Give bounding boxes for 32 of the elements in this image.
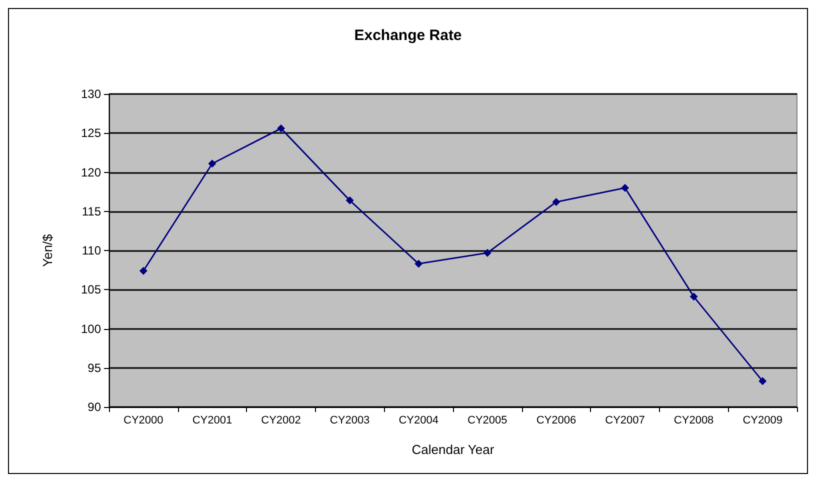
x-tick-label: CY2000 bbox=[124, 414, 164, 426]
y-tick-label: 115 bbox=[82, 204, 102, 218]
point bbox=[139, 266, 148, 275]
x-axis-title: Calendar Year bbox=[412, 442, 495, 457]
y-tick-label: 105 bbox=[80, 282, 102, 297]
x-tick-label: CY2007 bbox=[605, 414, 645, 426]
y-tick-label: 95 bbox=[88, 360, 102, 375]
point bbox=[621, 184, 629, 192]
x-tick-label: CY2003 bbox=[330, 414, 370, 426]
x-tick-label: CY2009 bbox=[742, 414, 782, 426]
x-tick-label: CY2008 bbox=[674, 414, 714, 426]
point bbox=[552, 198, 560, 206]
point bbox=[414, 260, 423, 268]
y-tick-label: 130 bbox=[80, 87, 102, 101]
x-tick-label: CY2002 bbox=[261, 414, 301, 426]
x-tick-label: CY2006 bbox=[536, 414, 576, 426]
point bbox=[690, 292, 698, 301]
point bbox=[483, 248, 492, 257]
y-tick-label: 110 bbox=[82, 244, 102, 258]
y-tick-label: 90 bbox=[88, 400, 102, 414]
x-tick-label: CY2005 bbox=[468, 414, 508, 426]
x-tick-label: CY2001 bbox=[192, 414, 232, 426]
y-axis-title: Yen/$ bbox=[40, 233, 55, 267]
y-tick-label: 100 bbox=[80, 322, 102, 336]
point bbox=[346, 196, 354, 204]
chart-title: Exchange Rate bbox=[354, 27, 462, 44]
x-tick-label: CY2004 bbox=[398, 414, 438, 426]
y-tick-label: 125 bbox=[80, 126, 102, 140]
point bbox=[758, 377, 767, 386]
point bbox=[208, 160, 216, 168]
point bbox=[277, 124, 285, 132]
y-tick-label: 120 bbox=[80, 165, 102, 180]
